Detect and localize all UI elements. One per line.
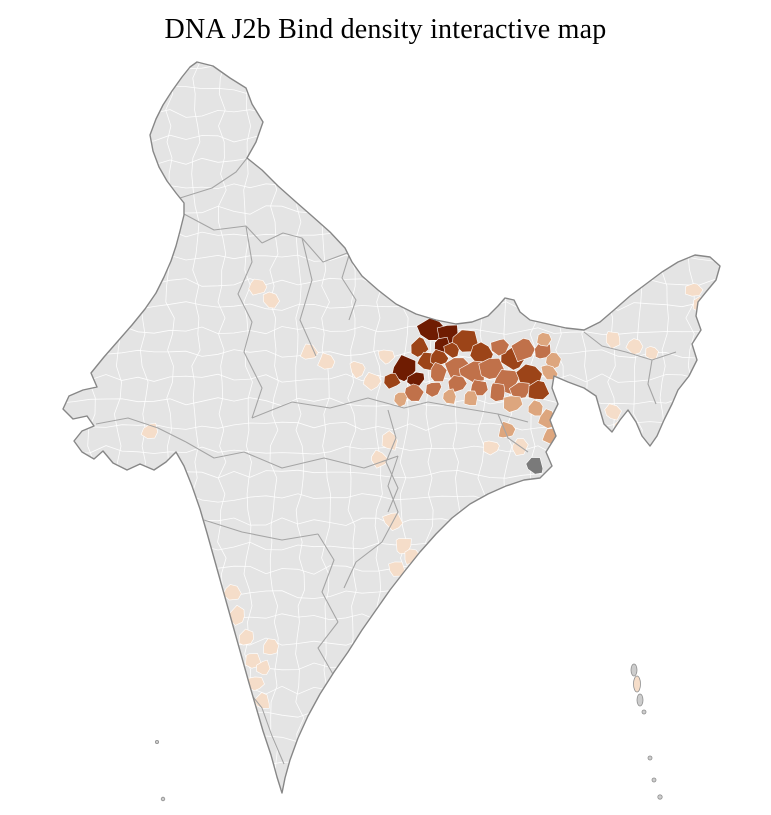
district-boundary-line — [63, 613, 720, 623]
district-cell[interactable] — [262, 291, 280, 309]
district-cell[interactable] — [443, 341, 460, 359]
district-cell[interactable] — [299, 343, 319, 360]
district-boundary-line — [63, 397, 720, 407]
district-boundary-line — [555, 62, 565, 793]
district-boundary-line — [243, 62, 253, 793]
district-boundary-line — [685, 62, 695, 793]
district-cell[interactable] — [403, 383, 425, 402]
district-cell[interactable] — [393, 391, 408, 408]
district-cell[interactable] — [447, 375, 468, 393]
andaman-nicobar-islands[interactable] — [630, 663, 663, 800]
district-cell[interactable] — [463, 390, 478, 406]
district-cell[interactable] — [458, 360, 485, 383]
district-boundary-line — [63, 229, 720, 239]
island-tinted[interactable] — [633, 675, 641, 693]
district-cell[interactable] — [263, 638, 279, 656]
district-cell[interactable] — [442, 388, 457, 405]
india-base-region[interactable] — [63, 62, 720, 793]
district-cell[interactable] — [362, 372, 382, 391]
district-cell[interactable] — [388, 561, 406, 577]
district-boundary-line — [63, 253, 720, 263]
district-cell[interactable] — [256, 659, 271, 675]
district-cell[interactable] — [525, 457, 544, 475]
district-boundary-line — [63, 757, 720, 767]
district-boundary-line — [581, 62, 591, 793]
district-boundary-line — [63, 62, 720, 71]
district-cell[interactable] — [483, 440, 500, 456]
island[interactable] — [154, 740, 159, 745]
page-title: DNA J2b Bind density interactive map — [164, 14, 607, 45]
district-boundary-line — [63, 109, 720, 119]
district-cell[interactable] — [490, 338, 510, 357]
district-cell[interactable] — [381, 430, 398, 451]
district-cell[interactable] — [377, 349, 396, 365]
district-boundary-line — [63, 181, 720, 191]
island[interactable] — [160, 796, 166, 802]
district-cell[interactable] — [684, 283, 704, 297]
district-cell[interactable] — [510, 337, 536, 363]
district-cell[interactable] — [625, 338, 644, 356]
island[interactable] — [636, 693, 644, 707]
district-cell[interactable] — [383, 373, 402, 390]
india-outline — [62, 61, 721, 794]
lakshadweep-islands[interactable] — [154, 740, 166, 802]
district-cell[interactable] — [430, 362, 448, 382]
district-boundary-line — [63, 733, 720, 743]
district-cell[interactable] — [503, 395, 524, 413]
district-cell[interactable] — [605, 331, 621, 350]
district-boundary-line — [63, 781, 720, 791]
district-cell[interactable] — [509, 381, 530, 400]
island[interactable] — [630, 663, 638, 677]
district-boundary-line — [63, 661, 720, 671]
district-boundary-line — [63, 62, 71, 793]
district-boundary-line — [711, 62, 720, 793]
district-cell[interactable] — [222, 584, 242, 601]
district-boundary-line — [63, 205, 720, 215]
district-cell[interactable] — [489, 382, 506, 402]
district-boundary-line — [63, 133, 720, 143]
district-boundary-line — [63, 85, 720, 95]
district-cell[interactable] — [416, 351, 435, 371]
island[interactable] — [651, 777, 657, 783]
district-boundary-line — [63, 637, 720, 647]
district-cell[interactable] — [536, 332, 552, 347]
island[interactable] — [641, 709, 647, 715]
district-cell[interactable] — [317, 352, 336, 370]
district-boundary-line — [63, 277, 720, 287]
district-cell[interactable] — [238, 628, 254, 646]
district-boundary-line — [63, 685, 720, 695]
district-boundary-line — [63, 709, 720, 719]
district-cell[interactable] — [425, 381, 442, 398]
island[interactable] — [657, 794, 663, 800]
island[interactable] — [647, 755, 653, 761]
district-cell[interactable] — [604, 403, 622, 421]
district-boundary-line — [63, 157, 720, 167]
district-cell[interactable] — [349, 360, 366, 379]
district-cell[interactable] — [248, 278, 268, 296]
